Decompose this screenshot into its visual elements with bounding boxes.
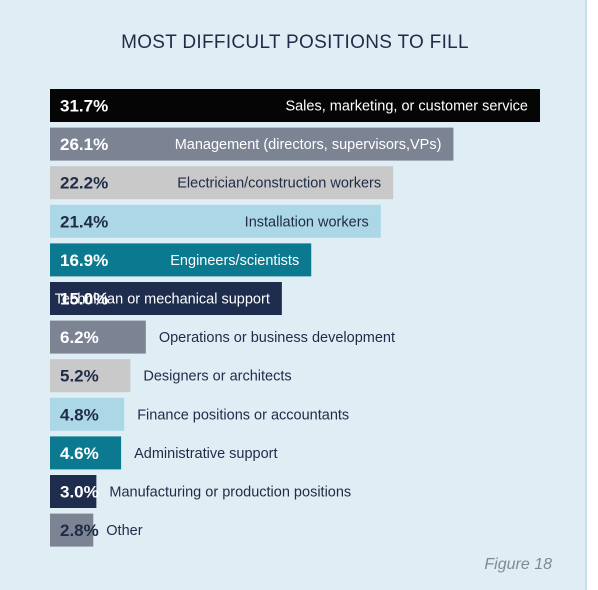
bar-designers-or-architects [50,359,131,393]
figure-label: Figure 18 [484,556,552,573]
value-label-administrative-support: 4.6% [60,444,99,463]
bar-administrative-support [50,436,122,470]
bar-manufacturing-or-production-positions [50,475,97,508]
bar-electrician-construction-workers [50,166,394,200]
bar-other [50,513,94,547]
value-label-technician-or-mechanical-support: 15.0% [60,290,108,309]
bar-operations-or-business-development [50,320,146,354]
value-label-electrician-construction-workers: 22.2% [60,174,108,193]
value-label-sales-marketing-or-customer-service: 31.7% [60,97,108,116]
value-label-other: 2.8% [60,521,99,540]
category-label-administrative-support: Administrative support [134,446,277,462]
category-label-technician-or-mechanical-support: Technician or mechanical support [55,292,270,308]
value-label-manufacturing-or-production-positions: 3.0% [60,483,99,502]
bar-finance-positions-or-accountants [50,397,125,431]
bar-installation-workers [50,204,381,238]
category-label-sales-marketing-or-customer-service: Sales, marketing, or customer service [285,99,528,115]
value-label-finance-positions-or-accountants: 4.8% [60,405,99,424]
category-label-operations-or-business-development: Operations or business development [159,330,395,346]
bar-sales-marketing-or-customer-service [50,89,540,122]
category-label-installation-workers: Installation workers [245,214,369,230]
value-label-installation-workers: 21.4% [60,212,108,231]
value-label-designers-or-architects: 5.2% [60,367,99,386]
category-label-other: Other [106,523,142,539]
category-label-electrician-construction-workers: Electrician/construction workers [177,176,381,192]
category-label-designers-or-architects: Designers or architects [143,369,291,385]
category-label-management-directors-supervisors-vps: Management (directors, supervisors,VPs) [175,137,442,153]
bar-engineers-scientists [50,243,312,277]
category-label-finance-positions-or-accountants: Finance positions or accountants [137,407,349,423]
bar-technician-or-mechanical-support [50,282,282,315]
category-label-engineers-scientists: Engineers/scientists [170,253,299,269]
value-label-operations-or-business-development: 6.2% [60,328,99,347]
value-label-engineers-scientists: 16.9% [60,251,108,270]
bar-management-directors-supervisors-vps [50,127,454,161]
chart-title: MOST DIFFICULT POSITIONS TO FILL [121,32,469,53]
value-label-management-directors-supervisors-vps: 26.1% [60,135,108,154]
category-label-manufacturing-or-production-positions: Manufacturing or production positions [109,485,351,501]
